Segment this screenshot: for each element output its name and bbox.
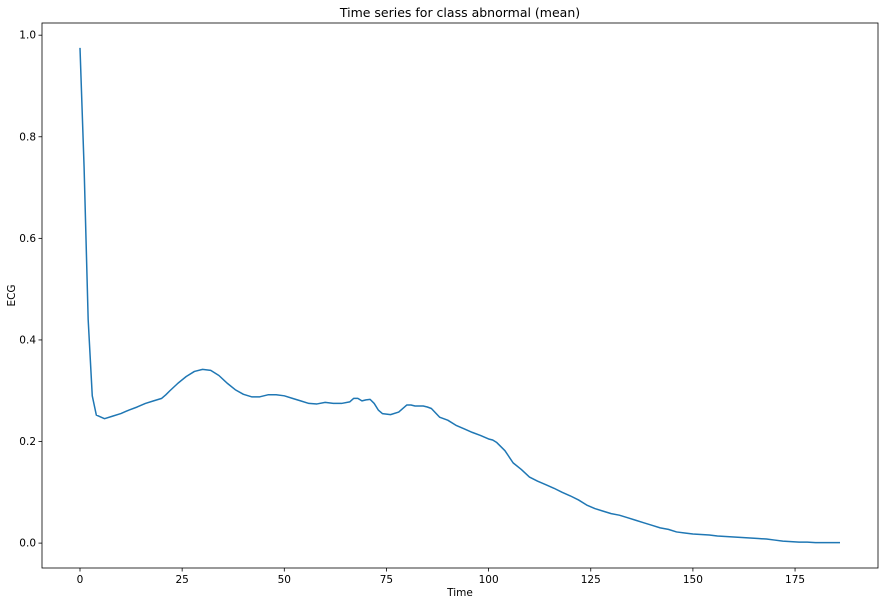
y-tick-label: 0.8 [19, 131, 36, 143]
x-axis: 0 25 50 75 100 125 150 175 [77, 568, 805, 586]
y-tick-label: 0.0 [19, 538, 36, 550]
x-tick-label: 125 [581, 574, 601, 586]
chart-title: Time series for class abnormal (mean) [339, 5, 580, 20]
x-tick-label: 100 [479, 574, 499, 586]
series-line-0 [79, 47, 840, 544]
x-tick-label: 175 [785, 574, 805, 586]
y-tick-label: 0.6 [19, 233, 36, 245]
x-tick-label: 25 [175, 574, 188, 586]
x-tick-label: 0 [77, 574, 84, 586]
x-axis-label: Time [446, 587, 473, 599]
plot-area [41, 22, 879, 569]
y-tick-label: 0.4 [19, 334, 36, 346]
y-axis: 0.0 0.2 0.4 0.6 0.8 1.0 [19, 30, 42, 550]
y-tick-label: 0.2 [19, 436, 36, 448]
y-tick-label: 1.0 [19, 30, 36, 42]
plot-frame [41, 22, 879, 569]
x-tick-label: 75 [380, 574, 393, 586]
y-axis-label: ECG [6, 284, 18, 306]
x-tick-label: 50 [278, 574, 291, 586]
x-tick-label: 150 [683, 574, 703, 586]
